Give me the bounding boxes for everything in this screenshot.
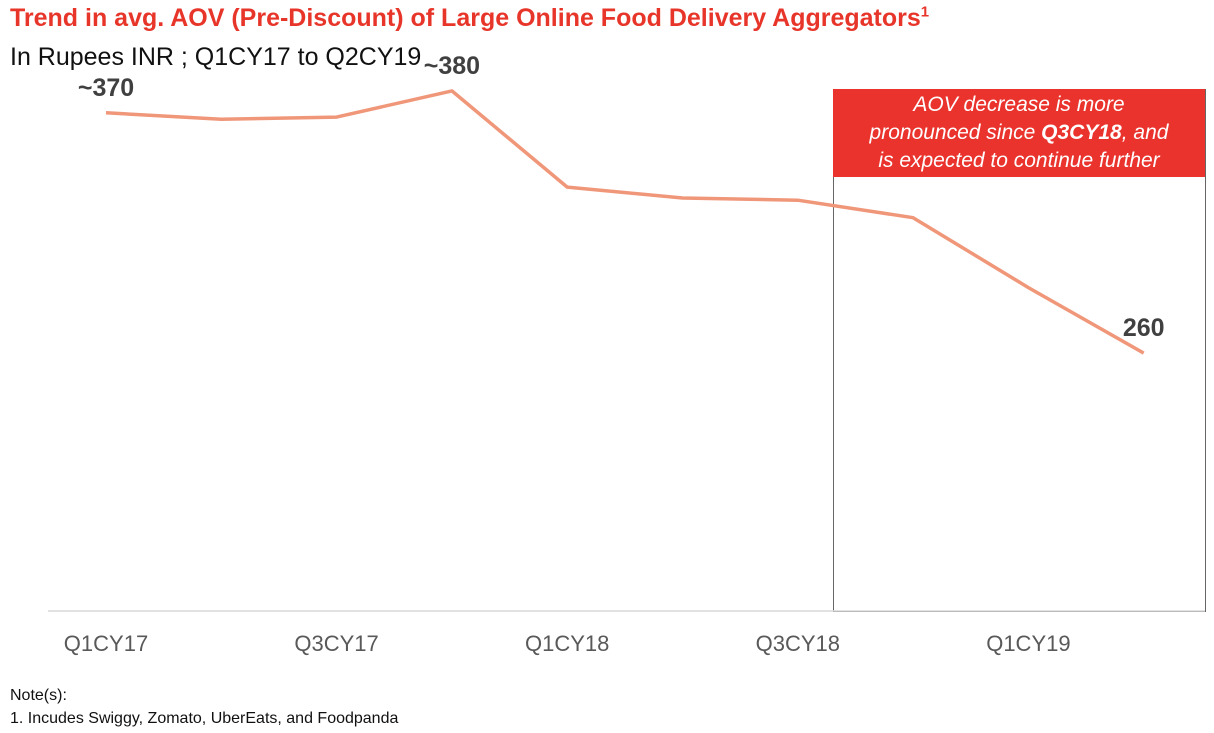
footnotes: Note(s): 1. Incudes Swiggy, Zomato, Uber… — [10, 684, 398, 730]
x-tick-label: Q3CY17 — [294, 631, 378, 656]
data-label: ~380 — [424, 52, 480, 80]
title-footnote-marker: 1 — [920, 3, 930, 21]
chart-title: Trend in avg. AOV (Pre-Discount) of Larg… — [10, 3, 930, 32]
x-tick-label: Q1CY18 — [525, 631, 609, 656]
callout-line-3: is expected to continue further — [878, 149, 1160, 172]
series-line — [105, 89, 1145, 355]
chart-subtitle: In Rupees INR ; Q1CY17 to Q2CY19 — [10, 43, 422, 71]
callout-line-1: AOV decrease is more — [913, 93, 1125, 116]
x-tick-label: Q1CY17 — [64, 631, 148, 656]
data-label: 260 — [1123, 314, 1165, 342]
data-label: ~370 — [78, 74, 134, 102]
x-tick-label: Q1CY19 — [986, 631, 1070, 656]
callout-box: AOV decrease is more pronounced since Q3… — [833, 89, 1205, 177]
footnote-heading: Note(s): — [10, 687, 67, 704]
x-tick-label: Q3CY18 — [756, 631, 840, 656]
callout-line-2: pronounced since Q3CY18, and — [869, 121, 1169, 144]
footnote-item: 1. Incudes Swiggy, Zomato, UberEats, and… — [10, 710, 399, 727]
callout-highlight: Q3CY18 — [1041, 121, 1122, 144]
